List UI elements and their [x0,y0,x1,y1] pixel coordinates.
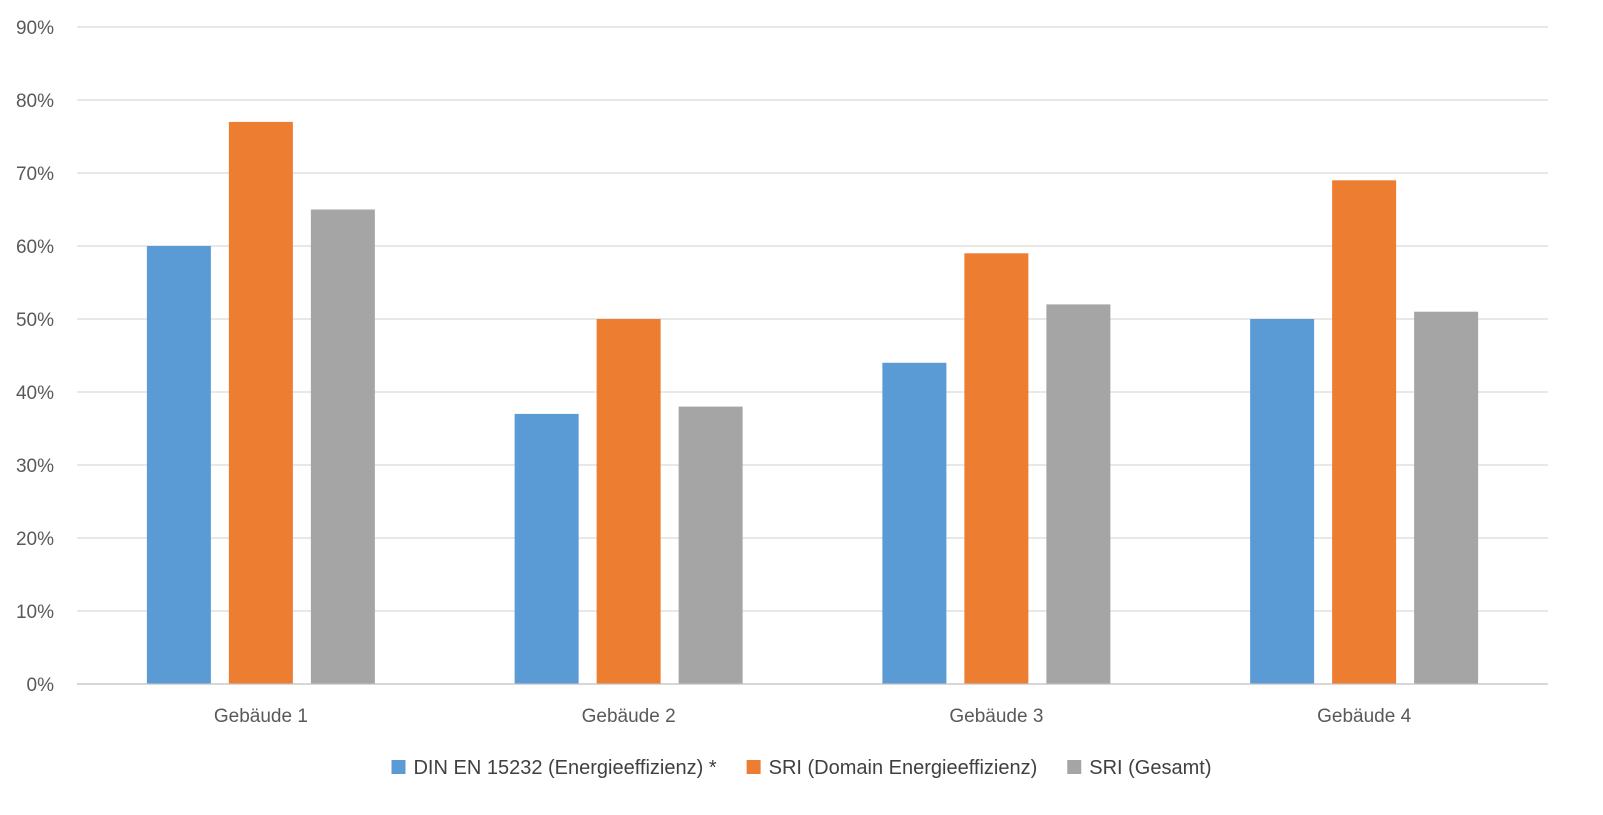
gridlines [77,26,1548,612]
bar-3-4 [1414,311,1479,684]
y-tick-label: 30% [16,456,54,477]
bar-3-1 [310,209,375,684]
bar-1-4 [1250,319,1315,684]
legend: DIN EN 15232 (Energieeffizienz) * SRI (Do… [391,757,1212,779]
bar-2-1 [228,121,293,684]
legend-swatch [1067,760,1082,774]
legend-item: SRI (Gesamt) [1067,757,1212,779]
y-tick-label: 10% [16,602,54,623]
x-category-label: Gebäude 2 [582,706,676,727]
y-tick-label: 90% [16,18,54,39]
y-axis-tick-labels: 0% 10% 20% 30% 40% 50% 60% 70% 80% 90% [16,18,54,696]
bar-1-1 [146,246,211,684]
y-tick-label: 0% [27,675,55,696]
bar-3-3 [1046,304,1111,684]
x-category-label: Gebäude 3 [949,706,1043,727]
bar-1-2 [514,413,579,684]
legend-label: DIN EN 15232 (Energieeffizienz) * [413,757,716,779]
y-tick-label: 70% [16,164,54,185]
legend-item: SRI (Domain Energieeffizienz) [746,757,1038,779]
y-tick-label: 50% [16,310,54,331]
bar-2-3 [964,253,1029,685]
x-category-label: Gebäude 1 [214,706,308,727]
legend-label: SRI (Domain Energieeffizienz) [769,757,1038,779]
bar-3-2 [678,406,743,684]
x-category-label: Gebäude 4 [1317,706,1411,727]
bar-2-4 [1332,180,1397,685]
legend-swatch [746,760,761,774]
legend-label: SRI (Gesamt) [1089,757,1211,779]
bar-2-2 [596,319,661,684]
legend-item: DIN EN 15232 (Energieeffizienz) * [391,757,717,779]
y-tick-label: 20% [16,529,54,550]
bar-1-3 [882,362,947,684]
bars [146,121,1479,685]
y-tick-label: 40% [16,383,54,404]
y-tick-label: 80% [16,91,54,112]
legend-swatch [391,760,406,774]
y-tick-label: 60% [16,237,54,258]
x-axis-category-labels: Gebäude 1 Gebäude 2 Gebäude 3 Gebäude 4 [214,706,1412,727]
